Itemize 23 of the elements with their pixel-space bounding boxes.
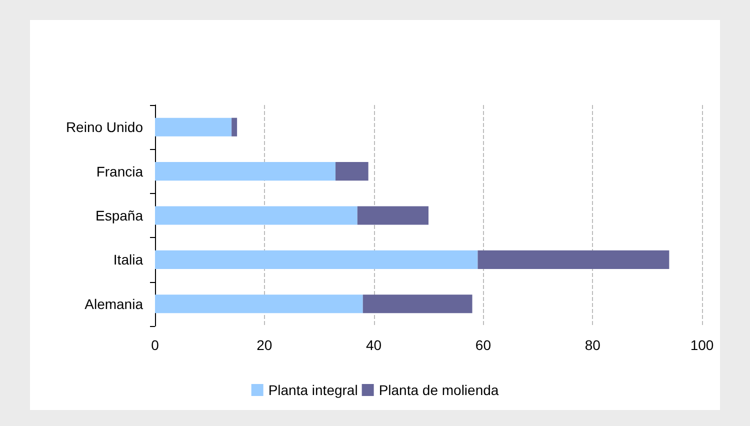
bar: [478, 250, 670, 269]
x-tick-label: 60: [475, 337, 492, 353]
bar: [357, 206, 428, 225]
bar: [155, 162, 336, 181]
legend-label: Planta de molienda: [378, 382, 499, 398]
bar: [155, 206, 358, 225]
bar: [155, 118, 232, 136]
y-tick-label: Italia: [113, 252, 144, 268]
bar: [155, 250, 478, 269]
y-tick-label: Reino Unido: [66, 119, 144, 136]
legend-label: Planta integral: [268, 382, 358, 398]
y-tick-label: Francia: [96, 163, 144, 180]
bar: [155, 294, 363, 314]
x-tick-label: 100: [690, 337, 714, 353]
bar: [232, 118, 238, 136]
x-tick-label: 0: [151, 337, 160, 353]
x-tick-label: 80: [584, 337, 601, 353]
bar: [336, 162, 368, 181]
x-tick-label: 20: [256, 337, 272, 353]
y-tick-label: España: [96, 208, 144, 224]
y-tick-label: Alemania: [84, 296, 144, 312]
bar: [362, 294, 472, 314]
x-tick-label: 40: [366, 337, 382, 353]
